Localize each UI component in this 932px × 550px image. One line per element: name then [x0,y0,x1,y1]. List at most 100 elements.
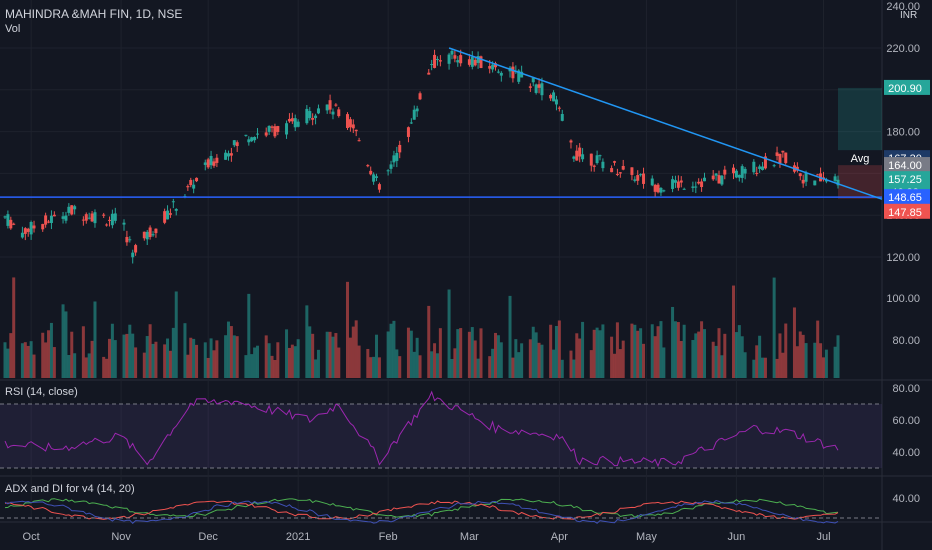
candle-body [250,137,254,142]
candle-body [714,173,718,176]
candle-body [256,133,260,135]
volume-bar [337,347,341,378]
volume-bar [615,322,619,378]
volume-bar [73,353,77,378]
candle-body [569,140,573,143]
volume-bar [125,333,129,378]
candle-body [247,139,251,143]
volume-bar [642,343,646,378]
candle-body [166,210,170,220]
candle-body [456,60,460,63]
candle-body [813,180,817,186]
volume-bar [348,337,352,378]
candle-body [676,181,680,188]
volume-bar [189,337,193,378]
volume-bar [592,329,596,378]
volume-bar [630,323,634,378]
candle-body [345,114,349,128]
candle-body [107,219,111,221]
candle-body [366,165,370,167]
volume-bar [508,295,512,378]
volume-bar [253,347,257,378]
rsi-axis-tick: 40.00 [892,447,920,459]
volume-bar [145,336,149,378]
volume-bar [290,344,294,378]
candle-body [592,165,596,167]
price-axis-tick: 240.00 [886,1,920,13]
candle-body [195,177,199,182]
candle-body [795,166,799,171]
time-axis-label: Oct [23,531,40,543]
candle-body [41,224,45,230]
volume-bar [476,358,480,378]
volume-bar [52,347,56,378]
candle-body [270,126,274,128]
candle-body [314,115,318,119]
candle-body [700,181,704,188]
candle-body [212,161,216,166]
volume-bar [357,345,361,378]
time-axis-label: May [636,531,657,543]
rsi-axis-tick: 80.00 [892,383,920,395]
volume-bar [247,293,251,378]
candle-body [694,186,698,188]
volume-bar [496,335,500,378]
candle-body [70,205,74,215]
price-axis-tick: 100.00 [886,293,920,305]
volume-bar [438,328,442,378]
time-axis-label: Jun [728,531,746,543]
candle-body [189,179,193,186]
candle-body [488,66,492,69]
candle-body [801,179,805,184]
volume-bar [250,354,254,378]
volume-bar [824,349,828,378]
candle-body [375,176,379,178]
candle-body [29,221,33,235]
candle-body [615,173,619,175]
volume-bar [334,333,338,378]
candle-body [720,175,724,185]
volume-bar [499,342,503,378]
volume-bar [386,331,390,378]
volume-bar [621,340,625,378]
candle-body [386,170,390,172]
volume-bar [816,320,820,378]
candle-body [578,147,582,157]
volume-bar [369,357,373,378]
volume-bar [821,357,825,378]
chart-title: MAHINDRA &MAH FIN, 1D, NSE [5,7,183,21]
volume-bar [229,326,233,378]
candle-body [575,150,579,161]
volume-bar [316,349,320,378]
volume-bar [328,331,332,378]
volume-bar [174,291,178,378]
trend-line [448,47,883,200]
volume-bar [540,344,544,378]
volume-bar [64,311,68,378]
candle-body [49,215,53,223]
volume-bar [232,335,236,378]
volume-bar [47,330,51,378]
volume-bar [107,338,111,378]
candle-body [186,186,190,188]
volume-bar [406,327,410,378]
price-axis-tick: 220.00 [886,43,920,55]
candle-body [93,212,97,224]
candle-body [369,170,373,175]
candle-body [148,227,152,238]
candle-body [392,155,396,163]
volume-bar [711,341,715,378]
volume-bar [470,327,474,378]
candle-body [650,178,654,186]
volume-bar [697,331,701,378]
candle-body [418,93,422,100]
candle-body [102,214,106,216]
candle-body [67,206,71,213]
last-price-badge: 157.25 [888,174,922,186]
volume-bar [734,332,738,378]
candle-body [145,231,149,240]
volume-bar [296,339,300,378]
volume-bar [763,357,767,378]
candle-body [636,175,640,181]
